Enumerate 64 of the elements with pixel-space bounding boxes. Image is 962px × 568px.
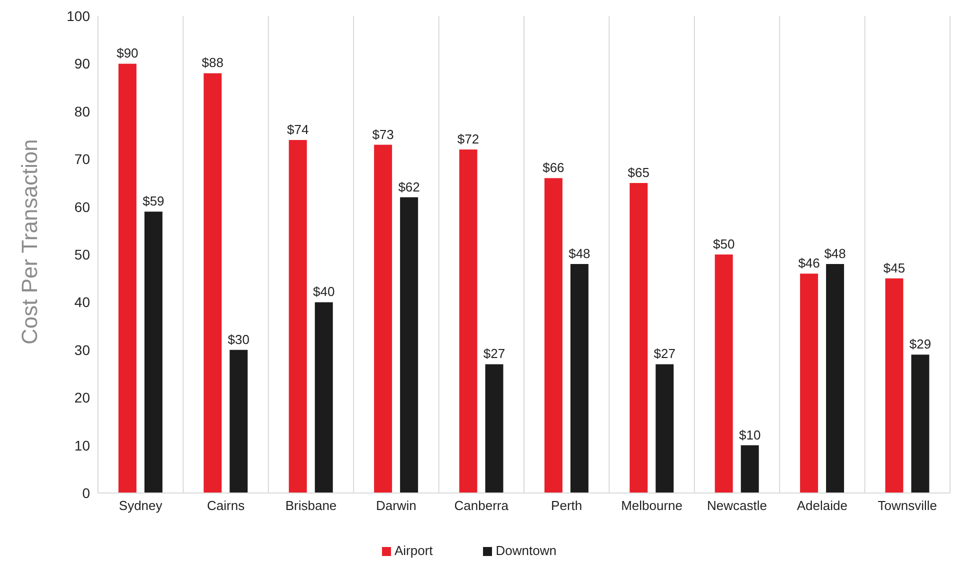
bar <box>656 364 674 493</box>
data-label: $48 <box>568 246 590 262</box>
data-label: $74 <box>286 122 309 138</box>
data-label: $40 <box>312 284 335 300</box>
bar <box>118 64 136 493</box>
y-tick-label: 100 <box>66 8 90 24</box>
data-label: $73 <box>372 126 394 142</box>
bar <box>630 182 648 493</box>
x-tick-label: Sydney <box>118 498 163 514</box>
bar <box>374 144 392 493</box>
y-axis-title: Cost Per Transaction <box>16 139 42 344</box>
bar <box>230 350 248 493</box>
y-tick-label: 20 <box>74 390 90 406</box>
bar <box>800 274 818 493</box>
x-tick-label: Perth <box>551 498 582 514</box>
y-tick-label: 0 <box>82 484 90 501</box>
data-label: $10 <box>738 427 761 442</box>
bar <box>288 140 307 493</box>
data-label: $88 <box>202 55 224 70</box>
x-tick-label: Melbourne <box>621 498 683 514</box>
bar <box>544 178 562 493</box>
data-label: $50 <box>712 236 735 252</box>
y-tick-label: 30 <box>74 342 90 358</box>
x-tick-label: Canberra <box>454 498 510 514</box>
bar <box>459 150 478 493</box>
x-tick-label: Brisbane <box>285 498 337 514</box>
data-label: $62 <box>398 179 420 194</box>
y-tick-label: 50 <box>74 246 90 262</box>
bar <box>885 278 904 493</box>
x-tick-label: Cairns <box>207 498 246 514</box>
x-tick-label: Newcastle <box>707 498 767 514</box>
bar <box>144 212 162 493</box>
x-tick-label: Townsville <box>878 498 938 514</box>
data-label: $90 <box>116 46 138 61</box>
bar <box>400 197 418 493</box>
bar <box>485 364 504 493</box>
data-label: $48 <box>824 246 846 262</box>
data-label: $66 <box>542 160 564 176</box>
legend-label: Airport <box>394 543 433 558</box>
data-label: $65 <box>628 164 650 180</box>
bar <box>911 354 930 493</box>
data-label: $45 <box>883 260 906 276</box>
bar <box>314 302 333 493</box>
y-tick-label: 90 <box>74 56 90 72</box>
legend-label: Downtown <box>496 543 556 558</box>
data-label: $27 <box>483 346 506 362</box>
x-tick-label: Adelaide <box>796 498 848 514</box>
x-tick-label: Darwin <box>376 498 416 514</box>
y-tick-label: 80 <box>74 103 90 120</box>
data-label: $30 <box>228 332 250 347</box>
y-tick-label: 70 <box>74 151 90 168</box>
bar <box>204 73 222 493</box>
bar <box>826 264 844 493</box>
data-label: $46 <box>798 256 820 271</box>
y-tick-label: 40 <box>74 294 90 310</box>
data-label: $29 <box>909 336 932 352</box>
y-tick-label: 60 <box>74 198 90 215</box>
y-tick-label: 10 <box>74 437 90 454</box>
bar <box>570 264 588 493</box>
bar <box>740 445 759 493</box>
data-label: $59 <box>142 194 164 209</box>
data-label: $72 <box>457 132 480 147</box>
data-label: $27 <box>654 346 676 362</box>
bar <box>714 254 733 493</box>
